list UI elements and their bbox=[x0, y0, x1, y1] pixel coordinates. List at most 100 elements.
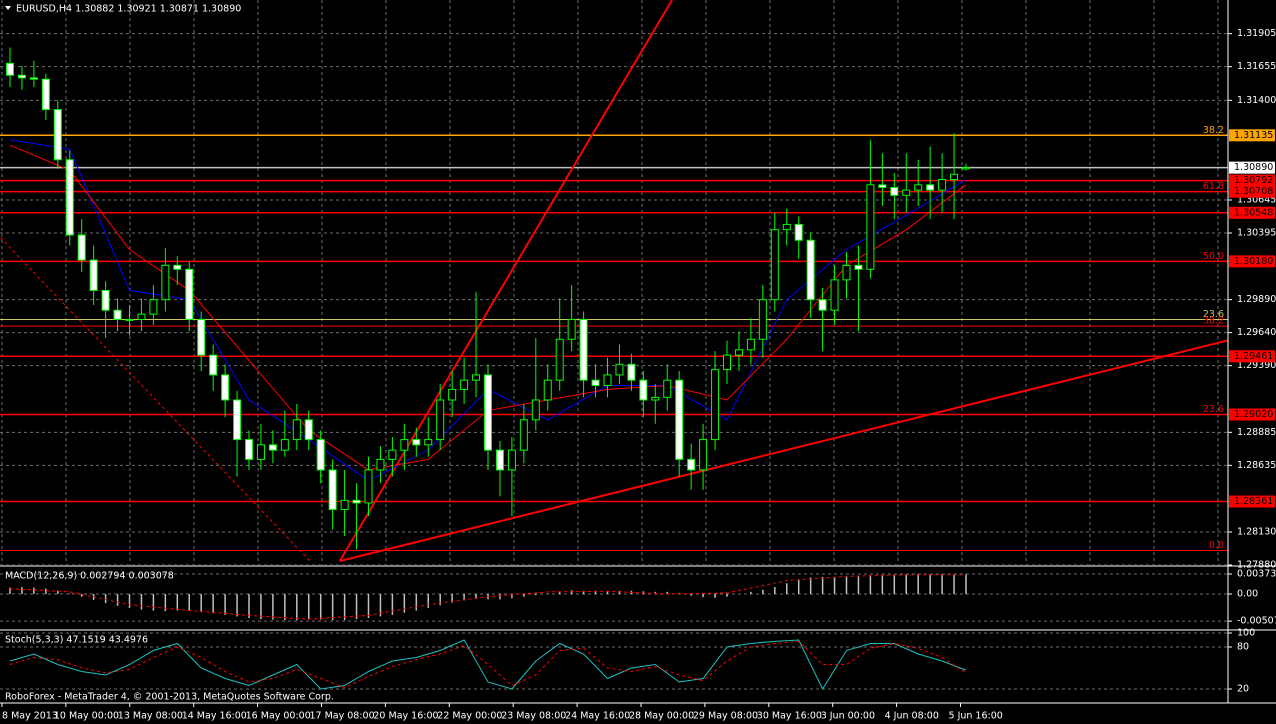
candle-body bbox=[101, 289, 110, 311]
fib-label: 38.2 bbox=[1203, 125, 1224, 136]
candle-body bbox=[639, 379, 648, 401]
candle-body bbox=[782, 223, 791, 231]
candle-body bbox=[233, 399, 242, 441]
candle-body bbox=[484, 374, 492, 451]
stoch-line bbox=[9, 639, 967, 691]
candle-body bbox=[424, 439, 433, 446]
level-price-box bbox=[1229, 206, 1275, 219]
candle-body bbox=[89, 259, 98, 291]
time-label: 22 May 00:00 bbox=[437, 711, 502, 722]
candle-body bbox=[376, 458, 385, 471]
candle-body bbox=[6, 62, 14, 76]
candle-body bbox=[245, 439, 253, 460]
candle-body bbox=[65, 159, 74, 236]
y-tick-label: 1.28130 bbox=[1237, 526, 1276, 537]
candle-body bbox=[938, 179, 947, 191]
candle-body bbox=[340, 499, 349, 511]
symbol-header: EURUSD,H4 1.30882 1.30921 1.30871 1.3089… bbox=[16, 4, 241, 15]
candle-body bbox=[950, 173, 959, 181]
candle-body bbox=[352, 499, 361, 504]
candle-body bbox=[209, 354, 218, 376]
y-tick-label: 0.00 bbox=[1237, 588, 1258, 599]
time-label: 30 May 16:00 bbox=[757, 711, 822, 722]
y-tick-label: 80 bbox=[1237, 642, 1249, 653]
candle-body bbox=[651, 396, 660, 401]
candle-body bbox=[304, 419, 313, 441]
candle-body bbox=[519, 419, 528, 451]
candle-body bbox=[268, 444, 277, 451]
candle-body bbox=[280, 439, 289, 451]
candle-body bbox=[926, 184, 935, 191]
level-price-label: 1.29461 bbox=[1234, 351, 1273, 362]
y-tick-label: 1.28635 bbox=[1237, 460, 1276, 471]
candle-body bbox=[866, 184, 875, 270]
macd-signal bbox=[9, 574, 966, 620]
y-tick-label: 100 bbox=[1237, 628, 1255, 639]
candle-body bbox=[316, 439, 325, 471]
candle-body bbox=[687, 458, 696, 471]
trendline bbox=[0, 237, 311, 562]
y-tick-label: 1.30395 bbox=[1237, 227, 1276, 238]
fib-label: 38.2 bbox=[1203, 316, 1224, 327]
stoch-header: Stoch(5,3,3) 47.1519 43.4976 bbox=[5, 635, 148, 646]
candle-body bbox=[579, 318, 588, 381]
level-price-label: 1.29020 bbox=[1234, 409, 1273, 420]
level-price-label: 1.30708 bbox=[1234, 186, 1273, 197]
fib-label: 0.0 bbox=[1209, 540, 1224, 551]
level-price-label: 1.31135 bbox=[1234, 130, 1273, 141]
time-label: 28 May 00:00 bbox=[629, 711, 694, 722]
candle-body bbox=[400, 439, 409, 451]
candle-body bbox=[830, 279, 839, 311]
level-price-box bbox=[1229, 174, 1275, 187]
footer-copyright: RoboForex - MetaTrader 4, © 2001-2013, M… bbox=[5, 692, 334, 703]
candle-body bbox=[806, 239, 815, 301]
time-label: 13 May 08:00 bbox=[118, 711, 183, 722]
candle-body bbox=[412, 439, 421, 446]
y-tick-label: 0.003738 bbox=[1237, 569, 1276, 580]
level-price-box bbox=[1229, 255, 1275, 268]
trendline bbox=[339, 339, 1228, 563]
candle-body bbox=[770, 229, 779, 301]
candle-body bbox=[962, 167, 970, 170]
fib-label: 23.6 bbox=[1203, 309, 1224, 320]
candle-body bbox=[878, 184, 887, 188]
y-tick-label: 1.29890 bbox=[1237, 294, 1276, 305]
y-tick-label: 1.31655 bbox=[1237, 61, 1276, 72]
y-tick-label: 1.31905 bbox=[1237, 28, 1276, 39]
candle-body bbox=[699, 439, 708, 471]
candle-body bbox=[173, 264, 182, 270]
level-price-label: 1.30792 bbox=[1234, 175, 1273, 186]
candle-body bbox=[567, 318, 576, 340]
y-tick-label: 1.28885 bbox=[1237, 427, 1276, 438]
time-label: 5 Jun 16:00 bbox=[949, 711, 1003, 722]
candle-body bbox=[364, 469, 373, 504]
candle-body bbox=[531, 399, 540, 421]
candle-body bbox=[711, 369, 720, 441]
candle-body bbox=[627, 363, 636, 381]
trendline bbox=[338, 0, 673, 562]
level-price-label: 1.28361 bbox=[1234, 496, 1273, 507]
level-price-label: 1.30180 bbox=[1234, 256, 1273, 267]
time-label: 16 May 00:00 bbox=[246, 711, 311, 722]
level-price-box bbox=[1229, 408, 1275, 421]
candle-body bbox=[328, 469, 337, 511]
candle-body bbox=[914, 184, 923, 191]
candle-body bbox=[221, 374, 230, 401]
fib-label: 61.8 bbox=[1203, 181, 1224, 192]
candle-body bbox=[543, 379, 552, 401]
candle-body bbox=[842, 264, 851, 281]
candle-body bbox=[663, 379, 672, 398]
candle-body bbox=[448, 388, 457, 401]
candle-body bbox=[723, 354, 731, 371]
candle-body bbox=[161, 264, 170, 301]
time-label: 23 May 08:00 bbox=[501, 711, 566, 722]
fib-label: 50.0 bbox=[1203, 251, 1224, 262]
candle-body bbox=[591, 379, 600, 386]
level-price-box bbox=[1229, 350, 1275, 363]
level-price-box bbox=[1229, 185, 1275, 198]
y-tick-label: 1.29390 bbox=[1237, 360, 1276, 371]
candle-body bbox=[734, 349, 743, 356]
time-label: 17 May 08:00 bbox=[310, 711, 375, 722]
